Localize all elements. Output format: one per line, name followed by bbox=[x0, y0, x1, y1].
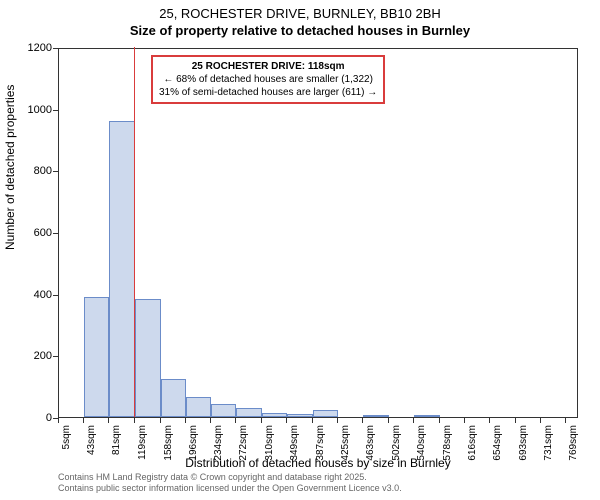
histogram-bar bbox=[262, 413, 288, 417]
x-tick-mark bbox=[185, 418, 186, 423]
y-tick-label: 1200 bbox=[28, 42, 52, 54]
chart-container: 25, ROCHESTER DRIVE, BURNLEY, BB10 2BH S… bbox=[0, 0, 600, 500]
x-tick-mark bbox=[565, 418, 566, 423]
x-tick-label: 5sqm bbox=[61, 425, 72, 449]
annotation-line-2: ← 68% of detached houses are smaller (1,… bbox=[159, 73, 377, 86]
highlight-line bbox=[134, 47, 135, 417]
y-axis: 020040060080010001200 bbox=[0, 48, 58, 418]
histogram-bar bbox=[287, 414, 312, 417]
y-tick-label: 400 bbox=[34, 289, 52, 301]
histogram-bar bbox=[186, 397, 211, 417]
footer-line-1: Contains HM Land Registry data © Crown c… bbox=[58, 472, 402, 483]
histogram-bar bbox=[211, 404, 236, 417]
histogram-bar bbox=[84, 297, 109, 417]
chart-title-main: 25, ROCHESTER DRIVE, BURNLEY, BB10 2BH bbox=[0, 0, 600, 21]
x-tick-mark bbox=[261, 418, 262, 423]
x-tick-label: 81sqm bbox=[111, 425, 122, 455]
x-tick-mark bbox=[388, 418, 389, 423]
x-axis-label: Distribution of detached houses by size … bbox=[58, 456, 578, 470]
y-tick-label: 200 bbox=[34, 350, 52, 362]
x-tick-mark bbox=[540, 418, 541, 423]
x-tick-mark bbox=[464, 418, 465, 423]
histogram-bar bbox=[161, 379, 186, 417]
histogram-bar bbox=[313, 410, 338, 417]
x-tick-mark bbox=[134, 418, 135, 423]
y-tick-label: 1000 bbox=[28, 104, 52, 116]
x-tick-mark bbox=[489, 418, 490, 423]
histogram-bar bbox=[109, 121, 134, 417]
x-tick-mark bbox=[210, 418, 211, 423]
x-tick-mark bbox=[515, 418, 516, 423]
histogram-bar bbox=[414, 415, 439, 417]
chart-footer: Contains HM Land Registry data © Crown c… bbox=[58, 472, 402, 494]
annotation-line-1: 25 ROCHESTER DRIVE: 118sqm bbox=[159, 60, 377, 73]
histogram-bar bbox=[135, 299, 161, 417]
plot-area: 25 ROCHESTER DRIVE: 118sqm← 68% of detac… bbox=[58, 48, 578, 418]
x-tick-mark bbox=[160, 418, 161, 423]
y-tick-label: 600 bbox=[34, 227, 52, 239]
x-tick-mark bbox=[413, 418, 414, 423]
x-tick-mark bbox=[337, 418, 338, 423]
y-tick-label: 800 bbox=[34, 165, 52, 177]
x-tick-mark bbox=[108, 418, 109, 423]
x-tick-mark bbox=[312, 418, 313, 423]
x-axis: 5sqm43sqm81sqm119sqm158sqm196sqm234sqm27… bbox=[58, 418, 578, 458]
x-tick-label: 119sqm bbox=[137, 425, 148, 460]
histogram-bar bbox=[236, 408, 261, 417]
footer-line-2: Contains public sector information licen… bbox=[58, 483, 402, 494]
x-tick-mark bbox=[362, 418, 363, 423]
x-tick-label: 43sqm bbox=[86, 425, 97, 455]
x-tick-mark bbox=[235, 418, 236, 423]
histogram-bar bbox=[363, 415, 389, 417]
annotation-box: 25 ROCHESTER DRIVE: 118sqm← 68% of detac… bbox=[151, 55, 385, 104]
y-tick-label: 0 bbox=[46, 412, 52, 424]
x-tick-mark bbox=[286, 418, 287, 423]
annotation-line-3: 31% of semi-detached houses are larger (… bbox=[159, 86, 377, 99]
x-tick-mark bbox=[83, 418, 84, 423]
chart-title-sub: Size of property relative to detached ho… bbox=[0, 21, 600, 38]
x-tick-mark bbox=[58, 418, 59, 423]
x-tick-mark bbox=[439, 418, 440, 423]
